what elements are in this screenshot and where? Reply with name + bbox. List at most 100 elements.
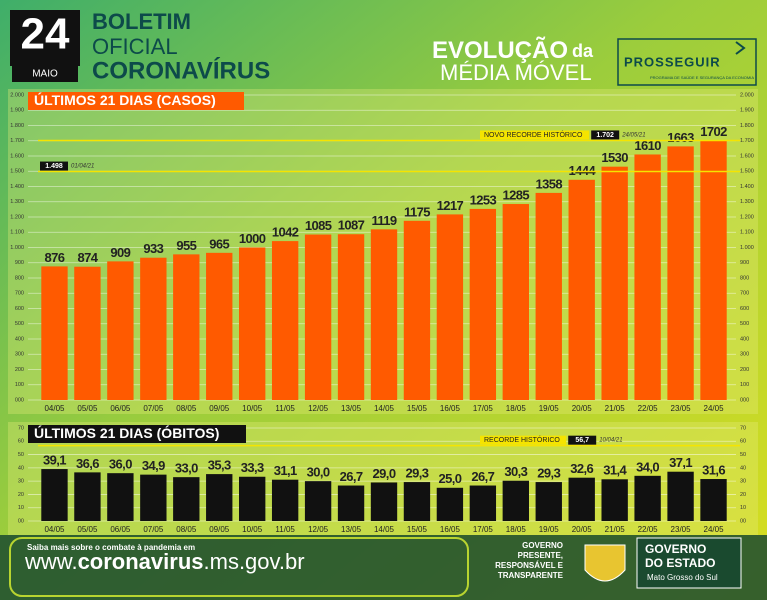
y-tick-label: 50 [18, 452, 24, 458]
y-tick-label: 100 [15, 382, 24, 388]
x-tick-label: 24/05 [704, 525, 725, 534]
y-tick-label-right: 30 [740, 479, 746, 485]
bar [601, 479, 628, 521]
x-tick-label: 13/05 [341, 525, 362, 534]
x-tick-label: 22/05 [638, 525, 659, 534]
value-label: 1253 [470, 192, 497, 207]
bar [107, 261, 134, 400]
y-tick-label-right: 1.400 [740, 184, 754, 190]
bar [469, 208, 497, 400]
annotation-value: 1.702 [596, 132, 614, 139]
value-label: 31,6 [702, 462, 725, 477]
bar [271, 241, 299, 400]
header-line3: CORONAVÍRUS [92, 56, 270, 84]
annotation-value-box [591, 130, 620, 140]
y-tick-label: 1.600 [10, 153, 24, 159]
x-tick-label: 17/05 [473, 525, 494, 534]
x-tick-label: 08/05 [176, 525, 197, 534]
x-tick-label: 21/05 [605, 525, 626, 534]
y-tick-label: 1.800 [10, 123, 24, 129]
y-tick-label: 00 [18, 518, 24, 524]
y-tick-label-right: 10 [740, 505, 746, 511]
annotation-value-box [568, 435, 597, 445]
y-tick-label: 1.100 [10, 230, 24, 236]
gov2: DO ESTADO [645, 556, 715, 570]
day: 24 [21, 10, 70, 59]
y-tick-label: 30 [18, 479, 24, 485]
slogan: GOVERNO [522, 541, 563, 550]
y-tick-label: 1.700 [10, 138, 24, 144]
x-tick-label: 10/05 [242, 525, 263, 534]
x-tick-label: 20/05 [572, 525, 593, 534]
bar [140, 257, 167, 400]
y-tick-label: 1.900 [10, 108, 24, 114]
y-tick-label-right: 500 [740, 321, 749, 327]
value-label: 1042 [272, 225, 299, 240]
y-tick-label-right: 2.000 [740, 92, 754, 98]
bar [304, 234, 332, 400]
bar [337, 485, 365, 521]
value-label: 1444 [568, 163, 596, 178]
value-label: 34,0 [636, 459, 659, 474]
url-a: www. [24, 549, 78, 574]
x-tick-label: 07/05 [143, 404, 164, 413]
y-tick-label-right: 60 [740, 439, 746, 445]
annotation-value: 1.498 [45, 163, 63, 170]
x-tick-label: 07/05 [143, 525, 164, 534]
x-tick-label: 08/05 [176, 404, 197, 413]
y-tick-label: 300 [15, 352, 24, 358]
month: MAIO [32, 69, 58, 80]
slogan: RESPONSÁVEL E [495, 561, 564, 570]
bar [206, 474, 233, 521]
value-label: 1663 [667, 130, 694, 145]
bar [667, 146, 694, 400]
bar [634, 154, 661, 400]
x-tick-label: 10/05 [242, 404, 263, 413]
x-tick-label: 11/05 [275, 404, 295, 413]
value-label: 1175 [404, 204, 430, 219]
x-tick-label: 04/05 [44, 404, 65, 413]
y-tick-label-right: 1.600 [740, 153, 754, 159]
x-tick-label: 22/05 [638, 404, 659, 413]
logo-box [617, 38, 757, 86]
x-tick-label: 05/05 [77, 404, 98, 413]
date-box [10, 10, 80, 66]
x-tick-label: 16/05 [440, 404, 461, 413]
y-tick-label: 800 [15, 275, 24, 281]
value-label: 933 [143, 241, 163, 256]
header-line2: OFICIAL [92, 34, 178, 59]
value-label: 33,3 [241, 460, 264, 475]
x-tick-label: 21/05 [605, 404, 626, 413]
y-tick-label: 1.400 [10, 184, 24, 190]
bar [41, 469, 68, 521]
y-tick-label: 400 [15, 336, 24, 342]
y-tick-label-right: 1.000 [740, 245, 754, 251]
x-tick-label: 20/05 [572, 404, 593, 413]
y-tick-label-right: 40 [740, 465, 746, 471]
bar [74, 472, 101, 521]
y-tick-label-right: 800 [740, 275, 749, 281]
bar [403, 482, 431, 521]
footer-url: www.coronavirus.ms.gov.br [24, 549, 305, 574]
bar [568, 179, 595, 400]
bar [403, 220, 431, 400]
x-tick-label: 12/05 [308, 404, 329, 413]
bar [502, 204, 529, 400]
footer-info: Saiba mais sobre o combate à pandemia em [27, 543, 195, 552]
y-tick-label-right: 1.800 [740, 123, 754, 129]
x-tick-label: 17/05 [473, 404, 494, 413]
bar [436, 487, 464, 521]
bar [601, 166, 628, 400]
y-tick-label: 10 [18, 505, 24, 511]
y-tick-label: 700 [15, 291, 24, 297]
logo-sub: PROGRAMA DE SAÚDE E SEGURANÇA DA ECONOMI… [650, 75, 754, 80]
x-tick-label: 15/05 [407, 404, 428, 413]
value-label: 876 [45, 250, 65, 265]
annotation-text: RECORDE HISTÓRICO [484, 435, 560, 444]
y-tick-label-right: 600 [740, 306, 749, 312]
bar [239, 247, 266, 400]
coat-of-arms [584, 544, 626, 582]
x-tick-label: 04/05 [44, 525, 65, 534]
value-label: 34,9 [142, 458, 165, 473]
chart-title-box [28, 92, 244, 110]
